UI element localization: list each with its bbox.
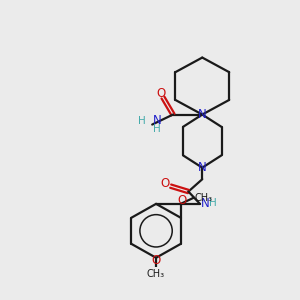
Text: H: H (138, 116, 145, 126)
Text: N: N (201, 196, 210, 210)
Text: O: O (178, 194, 187, 207)
Text: CH₃: CH₃ (195, 193, 213, 203)
Text: O: O (157, 87, 166, 100)
Text: N: N (152, 114, 161, 127)
Text: N: N (198, 108, 207, 121)
Text: N: N (198, 161, 207, 174)
Text: H: H (153, 124, 161, 134)
Text: O: O (152, 254, 161, 267)
Text: CH₃: CH₃ (147, 269, 165, 279)
Text: O: O (161, 177, 170, 190)
Text: H: H (209, 198, 217, 208)
